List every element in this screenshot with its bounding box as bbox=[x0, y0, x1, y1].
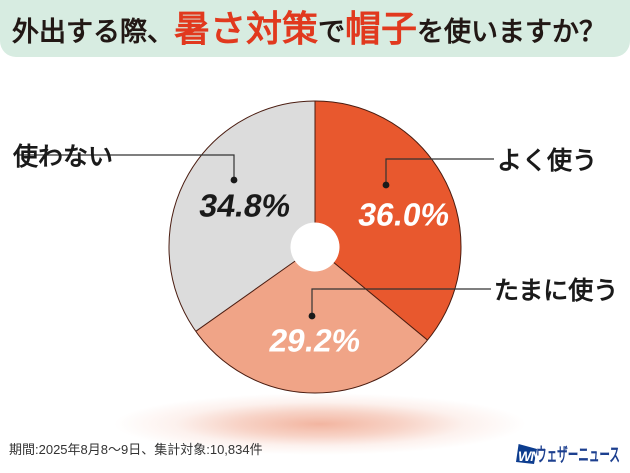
svg-text:ウェザーニュース: ウェザーニュース bbox=[536, 444, 620, 466]
